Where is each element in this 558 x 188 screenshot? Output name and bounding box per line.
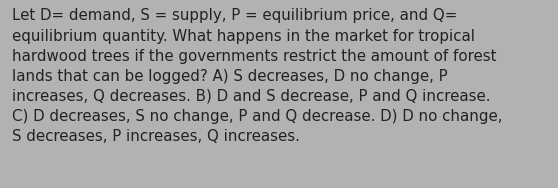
Text: Let D= demand, S = supply, P = equilibrium price, and Q=
equilibrium quantity. W: Let D= demand, S = supply, P = equilibri…	[12, 8, 503, 144]
